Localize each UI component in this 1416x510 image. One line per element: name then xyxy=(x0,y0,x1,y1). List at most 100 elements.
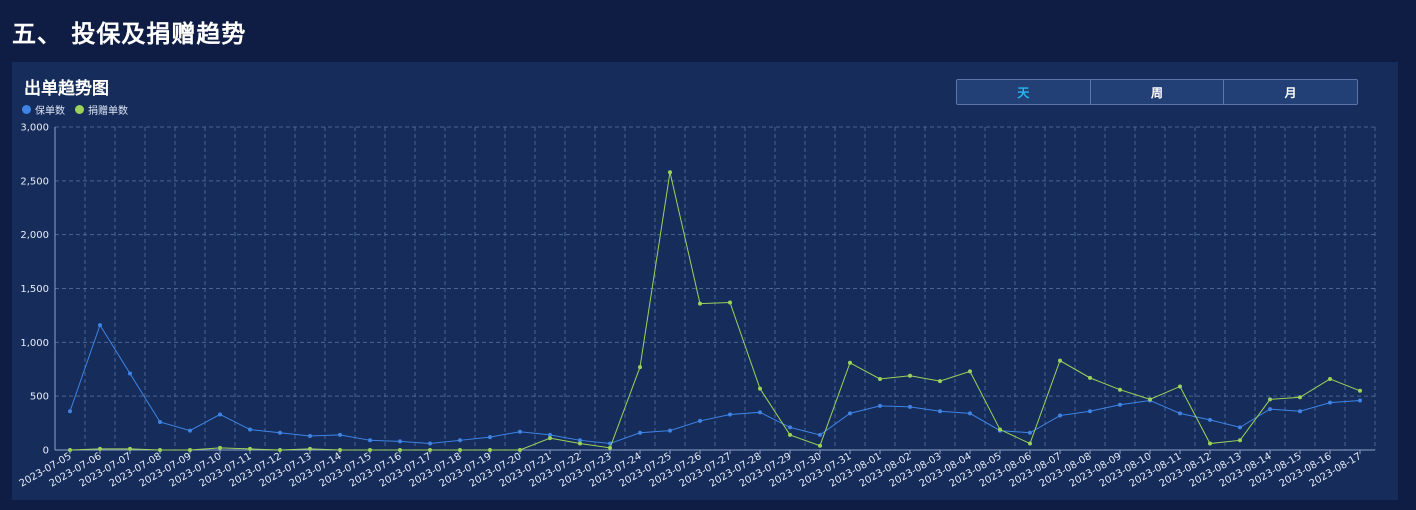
series-0-point xyxy=(1028,430,1032,435)
legend-dot-donations xyxy=(75,105,84,114)
series-0-point xyxy=(668,428,672,433)
series-0-point xyxy=(878,403,882,408)
series-1-point xyxy=(638,365,642,370)
legend-dot-policies xyxy=(22,105,31,114)
series-1-point xyxy=(1148,397,1152,402)
series-1-point xyxy=(998,427,1002,432)
y-tick-label: 0 xyxy=(43,446,49,457)
toggle-week-button[interactable]: 周 xyxy=(1091,80,1225,104)
legend-label-donations: 捐赠单数 xyxy=(88,106,128,117)
series-0-point xyxy=(248,427,252,432)
series-0-point xyxy=(488,435,492,440)
series-1-point xyxy=(1208,441,1212,446)
series-1-point xyxy=(488,448,492,452)
series-1-point xyxy=(218,445,222,450)
y-tick-label: 2,500 xyxy=(20,176,49,187)
series-0-point xyxy=(458,438,462,443)
trend-line-chart: 05001,0001,5002,0002,5003,0002023-07-052… xyxy=(18,123,1376,490)
series-0-point xyxy=(128,371,132,376)
series-1-point xyxy=(848,360,852,365)
series-0-point xyxy=(698,418,702,423)
series-1-point xyxy=(968,369,972,374)
series-1-point xyxy=(458,448,462,452)
series-0-point xyxy=(98,323,102,328)
y-tick-label: 500 xyxy=(30,392,49,403)
series-0-point xyxy=(788,425,792,430)
series-1-point xyxy=(98,446,102,451)
series-0-point xyxy=(1358,398,1362,403)
chart-legend: 保单数 捐赠单数 xyxy=(22,102,128,117)
y-tick-label: 3,000 xyxy=(20,123,49,134)
series-1-point xyxy=(1058,358,1062,363)
series-1-point xyxy=(1118,387,1122,392)
series-1-point xyxy=(128,446,132,451)
series-0-point xyxy=(1118,402,1122,407)
series-0-point xyxy=(1178,411,1182,416)
series-0-point xyxy=(548,432,552,437)
series-1-point xyxy=(518,448,522,452)
series-0-point xyxy=(968,411,972,416)
series-0-point xyxy=(1328,400,1332,405)
series-1-point xyxy=(908,373,912,378)
series-0-point xyxy=(638,430,642,435)
series-0-point xyxy=(158,420,162,425)
series-0-point xyxy=(578,438,582,443)
series-1-point xyxy=(248,446,252,451)
series-1-point xyxy=(1028,441,1032,446)
series-0-point xyxy=(398,439,402,444)
series-1-point xyxy=(548,436,552,441)
series-1-point xyxy=(1328,376,1332,381)
series-1-point xyxy=(68,448,72,452)
series-1-point xyxy=(1238,438,1242,443)
y-tick-label: 2,000 xyxy=(20,230,49,241)
series-1-point xyxy=(578,441,582,446)
series-1-point xyxy=(668,170,672,175)
series-0-point xyxy=(368,438,372,443)
series-0-point xyxy=(1238,425,1242,430)
series-0-point xyxy=(728,412,732,417)
page-title: 五、 投保及捐赠趋势 xyxy=(12,20,247,48)
series-0-point xyxy=(938,409,942,414)
series-1-point xyxy=(398,448,402,452)
series-1-point xyxy=(698,301,702,306)
series-0-point xyxy=(218,412,222,417)
legend-item-policies[interactable]: 保单数 xyxy=(22,102,65,117)
series-1-point xyxy=(338,448,342,452)
series-0-point xyxy=(848,411,852,416)
legend-item-donations[interactable]: 捐赠单数 xyxy=(75,102,128,117)
series-1-point xyxy=(818,443,822,448)
series-0-point xyxy=(1088,409,1092,414)
y-tick-label: 1,000 xyxy=(20,338,49,349)
series-0-point xyxy=(818,432,822,437)
series-0-point xyxy=(188,428,192,433)
series-1-point xyxy=(368,448,372,452)
series-0-point xyxy=(1058,413,1062,418)
series-1-point xyxy=(1268,397,1272,402)
panel-title: 出单趋势图 xyxy=(24,79,109,99)
series-0-point xyxy=(1298,409,1302,414)
series-1-point xyxy=(758,386,762,391)
series-line-0 xyxy=(69,323,1361,445)
y-tick-label: 1,500 xyxy=(20,284,49,295)
series-1-point xyxy=(1088,375,1092,380)
series-line-1 xyxy=(69,172,1361,451)
series-1-point xyxy=(158,448,162,452)
series-1-point xyxy=(878,376,882,381)
series-1-point xyxy=(728,300,732,305)
series-1-point xyxy=(278,448,282,452)
series-0-point xyxy=(338,432,342,437)
series-0-point xyxy=(518,429,522,434)
period-toggle: 天 周 月 xyxy=(956,79,1358,105)
toggle-month-button[interactable]: 月 xyxy=(1284,85,1297,100)
series-1-point xyxy=(308,446,312,451)
series-0-point xyxy=(1268,407,1272,412)
series-1-point xyxy=(1178,384,1182,389)
series-1-point xyxy=(1358,388,1362,393)
trend-panel: 出单趋势图 保单数 捐赠单数 天 周 月 0 500 1,000 1,500 2,000… xyxy=(12,62,1398,500)
toggle-day-button[interactable]: 天 xyxy=(957,80,1091,104)
series-1-point xyxy=(608,445,612,450)
series-0-point xyxy=(428,441,432,446)
series-0-point xyxy=(1208,417,1212,422)
series-0-point xyxy=(278,430,282,435)
series-0-point xyxy=(758,410,762,415)
